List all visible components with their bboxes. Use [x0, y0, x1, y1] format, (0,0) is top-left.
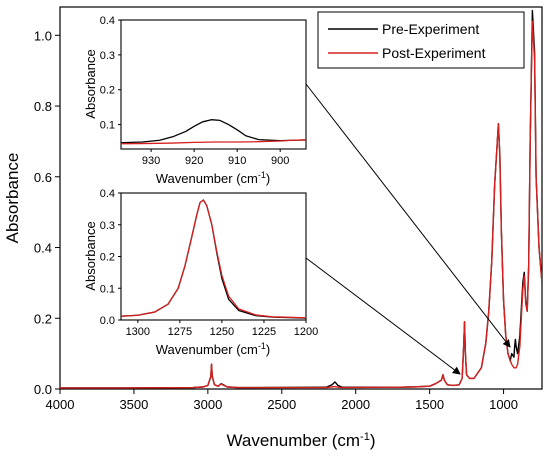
inset-bottom-layer: 1300 1275 1250 1225 1200 0.0 0.1 0.2 0.3 0.4 — [100, 188, 319, 338]
inset-bottom-y-tick-label: 0.3 — [100, 220, 115, 232]
inset-bottom-y-tick-label: 0.4 — [100, 188, 115, 200]
main-x-tick-label: 1000 — [489, 397, 518, 412]
inset-bottom-x-tick-label: 1250 — [210, 326, 234, 338]
main-y-tick-label: 0.0 — [34, 382, 52, 397]
inset-bottom-y-axis-title: Absorbance — [83, 221, 98, 290]
main-y-tick-label: 0.6 — [34, 170, 52, 185]
inset-bottom-y-tick-label: 0.2 — [100, 252, 115, 264]
inset-bottom-x-tick-label: 1275 — [168, 326, 192, 338]
inset-top-x-tick-label: 930 — [142, 155, 160, 167]
arrow-to-1260-peak — [305, 257, 461, 375]
inset-bottom-x-axis-title: Wavenumber (cm-1) — [156, 341, 270, 357]
inset-top-layer: 930 920 910 900 0.1 0.2 0.3 0.4 — [100, 15, 306, 167]
inset-top-y-tick-label: 0.2 — [100, 85, 115, 97]
inset-top-y-tick-label: 0.3 — [100, 50, 115, 62]
main-x-axis-title: Wavenumber (cm-1) — [227, 431, 376, 450]
inset-top-y-axis-title: Absorbance — [83, 49, 98, 118]
main-y-tick-label: 0.8 — [34, 99, 52, 114]
inset-bottom-x-tick-label: 1200 — [294, 326, 318, 338]
main-x-tick-label: 4000 — [46, 397, 75, 412]
legend: Pre-Experiment Post-Experiment — [317, 11, 525, 69]
main-y-axis-title: Absorbance — [3, 153, 22, 244]
main-y-tick-label: 1.0 — [34, 28, 52, 43]
main-plot-layer: 4000 3500 3000 2500 2000 1500 1000 0.0 0.2 0.4 0.6… — [34, 9, 542, 412]
main-x-tick-label: 2000 — [341, 397, 370, 412]
legend-box — [317, 11, 525, 69]
inset-bottom-series-line-post — [121, 199, 306, 319]
arrow-to-915-peak — [305, 83, 511, 348]
inset-top-x-tick-label: 920 — [185, 155, 203, 167]
main-x-tick-label: 3500 — [119, 397, 148, 412]
main-x-tick-label: 3000 — [193, 397, 222, 412]
inset-top-x-axis-title-sup: -1 — [258, 170, 266, 180]
main-plot-frame — [59, 6, 543, 390]
inset-top-x-tick-label: 910 — [228, 155, 246, 167]
inset-top-x-tick-label: 900 — [271, 155, 289, 167]
main-series-line-post — [60, 20, 542, 389]
inset-bottom-x-tick-label: 1225 — [252, 326, 276, 338]
inset-top-y-tick-label: 0.1 — [100, 120, 115, 132]
legend-label-post: Post-Experiment — [382, 45, 486, 61]
main-x-tick-label: 2500 — [267, 397, 296, 412]
inset-top-series-line-pre — [121, 119, 306, 144]
inset-bottom-x-tick-label: 1300 — [126, 326, 150, 338]
inset-bottom-x-axis-title-sup: -1 — [258, 341, 266, 351]
legend-label-pre: Pre-Experiment — [382, 21, 479, 37]
main-x-axis-title-sup: -1 — [360, 431, 370, 443]
inset-top-series-line-post — [121, 139, 306, 145]
main-x-tick-label: 1500 — [415, 397, 444, 412]
inset-top-x-axis-title: Wavenumber (cm-1) — [156, 170, 270, 186]
inset-bottom-frame — [120, 192, 307, 321]
inset-bottom-y-tick-label: 0.1 — [100, 283, 115, 295]
main-y-tick-label: 0.4 — [34, 241, 52, 256]
inset-top-frame — [120, 19, 307, 150]
inset-top-y-tick-label: 0.4 — [100, 15, 115, 27]
inset-bottom-y-tick-label: 0.0 — [100, 315, 115, 327]
main-y-tick-label: 0.2 — [34, 311, 52, 326]
